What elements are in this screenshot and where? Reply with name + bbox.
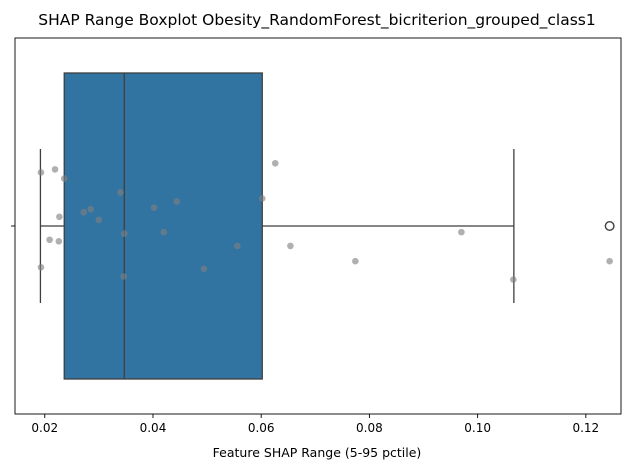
data-point <box>37 264 45 271</box>
x-tick-label: 0.06 <box>248 421 275 435</box>
x-tick-label: 0.02 <box>31 421 58 435</box>
chart-title: SHAP Range Boxplot Obesity_RandomForest_… <box>38 11 596 30</box>
data-point <box>150 204 158 211</box>
box-iqr <box>63 72 263 380</box>
data-point <box>51 166 59 173</box>
data-point <box>606 257 613 265</box>
x-tick-label: 0.04 <box>140 421 167 435</box>
data-point <box>234 242 241 250</box>
data-point <box>352 257 359 265</box>
x-tick-label: 0.10 <box>464 421 491 435</box>
data-point <box>87 205 95 213</box>
data-point <box>120 273 128 280</box>
data-point <box>60 175 68 182</box>
data-point <box>56 213 63 221</box>
data-point <box>55 238 63 245</box>
data-point <box>458 228 465 236</box>
x-axis-label: Feature SHAP Range (5-95 pctile) <box>213 445 422 460</box>
data-point <box>95 216 103 224</box>
data-point <box>120 230 128 237</box>
x-tick-label: 0.12 <box>572 421 599 435</box>
data-point <box>46 236 53 244</box>
data-point <box>287 242 294 250</box>
data-point <box>271 159 279 167</box>
outlier-marker <box>604 220 615 231</box>
data-point <box>160 228 168 236</box>
data-point <box>173 198 181 205</box>
data-point <box>80 208 88 216</box>
data-point <box>510 276 517 283</box>
data-point <box>200 265 208 273</box>
x-tick-label: 0.08 <box>356 421 383 435</box>
data-point <box>117 189 124 196</box>
data-point <box>37 169 45 176</box>
data-point <box>258 195 266 202</box>
